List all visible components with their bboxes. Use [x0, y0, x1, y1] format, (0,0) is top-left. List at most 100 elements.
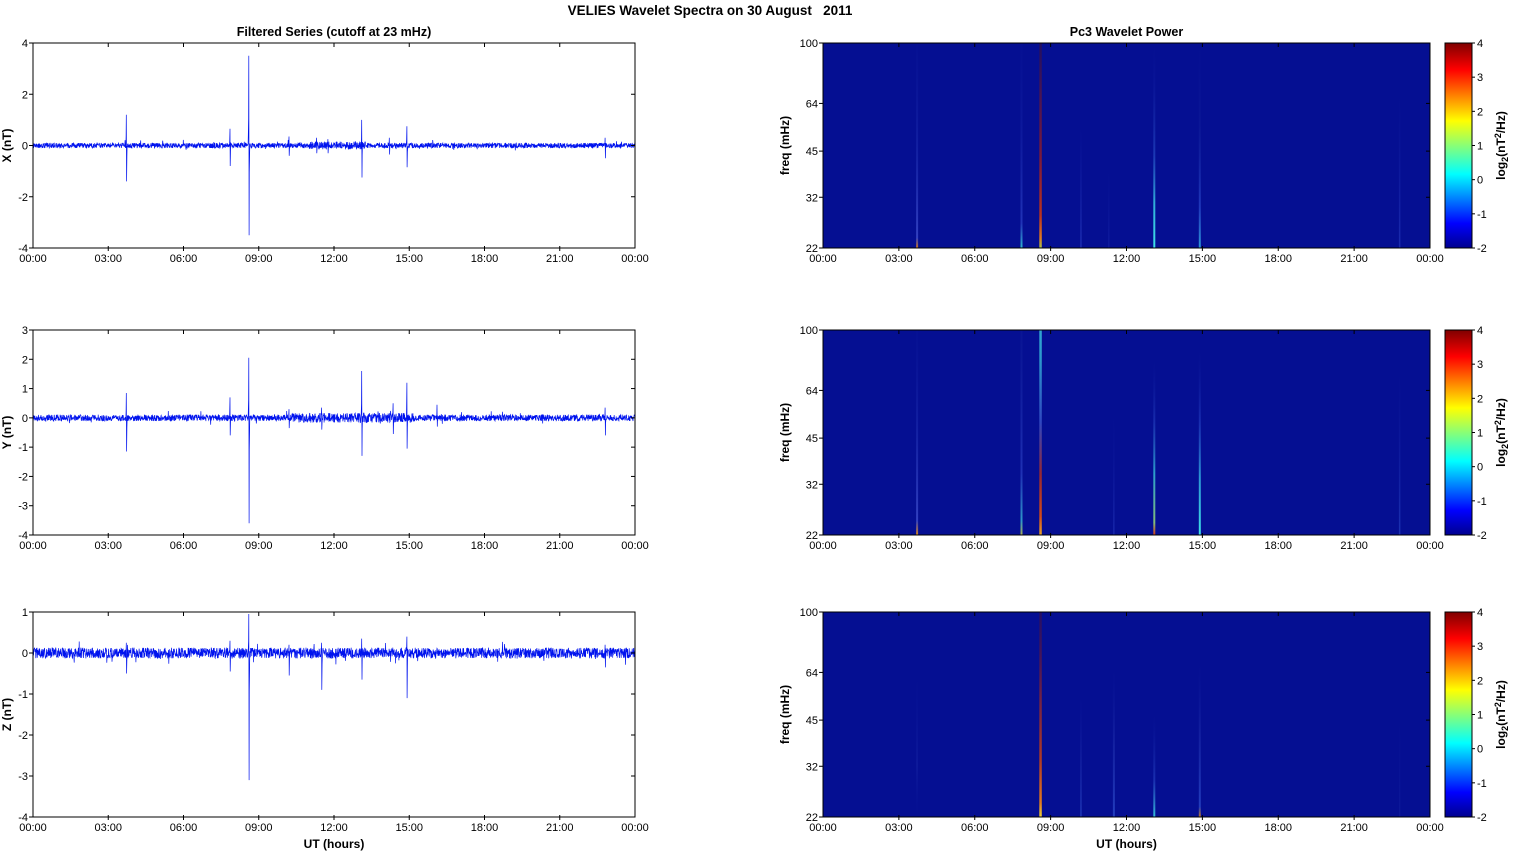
x-tick-label: 18:00: [1264, 253, 1292, 265]
x-tick-label: 12:00: [320, 822, 348, 834]
colorbar-gradient: [1445, 612, 1472, 817]
colorbar-tick-label: -2: [1477, 243, 1487, 255]
x-tick-label: 03:00: [94, 253, 122, 265]
heatmap-bg: [823, 330, 1430, 535]
spectral-event-line: [1039, 43, 1042, 248]
colorbar-tick-label: 1: [1477, 428, 1483, 440]
spectral-event-line: [1198, 43, 1201, 248]
spectral-event-line: [1398, 330, 1401, 535]
y-axis-label: freq (mHz): [778, 116, 792, 175]
figure-title: VELIES Wavelet Spectra on 30 August 2011: [567, 3, 853, 18]
x-tick-label: 00:00: [1416, 540, 1444, 552]
x-tick-label: 03:00: [885, 822, 913, 834]
y-tick-label: 64: [806, 385, 818, 397]
colorbar-tick-label: 4: [1477, 325, 1483, 337]
y-tick-label: 22: [806, 243, 818, 255]
y-tick-label: 0: [22, 648, 28, 660]
spectral-event-line: [1198, 612, 1201, 817]
spectral-event-line: [1153, 612, 1156, 817]
x-tick-label: 21:00: [546, 540, 574, 552]
spectral-event-line: [1399, 612, 1401, 817]
x-tick-label: 09:00: [1037, 540, 1065, 552]
x-tick-label: 21:00: [1340, 253, 1368, 265]
x-tick-label: 15:00: [1189, 822, 1217, 834]
y-tick-label: 64: [806, 98, 818, 110]
colorbar: 4 3 2 1 0 -1 -2 log2(nT2/Hz): [1444, 607, 1510, 824]
colorbar-tick-label: -2: [1477, 812, 1487, 824]
spectral-event-line: [916, 612, 918, 817]
x-tick-label: 15:00: [1189, 253, 1217, 265]
x-tick-label: 15:00: [395, 540, 423, 552]
colorbar-gradient: [1445, 43, 1472, 248]
x-tick-label: 00:00: [19, 822, 47, 834]
y-tick-label: 64: [806, 667, 818, 679]
y-tick-label: -4: [18, 243, 28, 255]
y-tick-label: -3: [18, 771, 28, 783]
y-tick-label: 45: [806, 146, 818, 158]
colorbar-tick-label: -1: [1477, 778, 1487, 790]
y-tick-label: -1: [18, 442, 28, 454]
series-line: [32, 357, 636, 524]
x-tick-label: 06:00: [961, 540, 989, 552]
colorbar-tick-label: -2: [1477, 530, 1487, 542]
x-tick-label: 03:00: [885, 540, 913, 552]
heatmap-bg: [823, 612, 1430, 817]
x-tick-label: 12:00: [1113, 253, 1141, 265]
x-axis-label: UT (hours): [304, 837, 365, 851]
heatmap-bg: [823, 43, 1430, 248]
x-tick-label: 06:00: [170, 540, 198, 552]
spectral-event-line: [1153, 43, 1156, 248]
x-tick-label: 00:00: [809, 253, 837, 265]
x-tick-label: 18:00: [471, 822, 499, 834]
y-axis-label: freq (mHz): [778, 403, 792, 462]
spectral-event-line: [1398, 43, 1401, 248]
x-tick-label: 18:00: [471, 253, 499, 265]
x-axis-label: UT (hours): [1096, 837, 1157, 851]
spectral-event-line: [1113, 330, 1115, 535]
x-tick-label: 18:00: [471, 540, 499, 552]
y-tick-label: -2: [18, 730, 28, 742]
x-tick-label: 12:00: [320, 540, 348, 552]
y-axis-label: freq (mHz): [778, 685, 792, 744]
spectral-event-line: [916, 43, 919, 248]
y-tick-label: 22: [806, 812, 818, 824]
x-tick-label: 15:00: [1189, 540, 1217, 552]
plot-box: [32, 329, 636, 536]
spectral-event-line: [1020, 330, 1023, 535]
x-tick-label: 00:00: [1416, 822, 1444, 834]
y-tick-label: 45: [806, 433, 818, 445]
x-tick-label: 15:00: [395, 822, 423, 834]
x-tick-label: 09:00: [1037, 822, 1065, 834]
x-tick-label: 21:00: [546, 822, 574, 834]
y-tick-label: 0: [22, 413, 28, 425]
colorbar-label: log2(nT2/Hz): [1493, 111, 1510, 180]
colorbar-tick-label: 1: [1477, 141, 1483, 153]
x-tick-label: 00:00: [621, 822, 649, 834]
x-tick-label: 06:00: [961, 253, 989, 265]
spectral-event-line: [1020, 43, 1023, 248]
x-tick-label: 09:00: [1037, 253, 1065, 265]
colorbar-label: log2(nT2/Hz): [1493, 398, 1510, 467]
x-tick-label: 00:00: [19, 253, 47, 265]
x-tick-label: 00:00: [809, 822, 837, 834]
y-tick-label: 1: [22, 607, 28, 619]
x-tick-label: 12:00: [1113, 540, 1141, 552]
y-tick-label: 0: [22, 141, 28, 153]
y-tick-label: 4: [22, 38, 28, 50]
x-tick-label: 21:00: [1340, 540, 1368, 552]
colorbar-tick-label: 2: [1477, 675, 1483, 687]
y-tick-label: 2: [22, 89, 28, 101]
y-axis-label: Z (nT): [0, 698, 14, 731]
x-tick-label: 18:00: [1264, 822, 1292, 834]
colorbar-tick-label: 3: [1477, 72, 1483, 84]
colorbar-tick-label: 0: [1477, 175, 1483, 187]
y-tick-label: 100: [800, 325, 818, 337]
spectral-event-line: [1080, 43, 1082, 248]
colorbar-label: log2(nT2/Hz): [1493, 680, 1510, 749]
colorbar-tick-label: 0: [1477, 462, 1483, 474]
y-tick-label: 100: [800, 38, 818, 50]
